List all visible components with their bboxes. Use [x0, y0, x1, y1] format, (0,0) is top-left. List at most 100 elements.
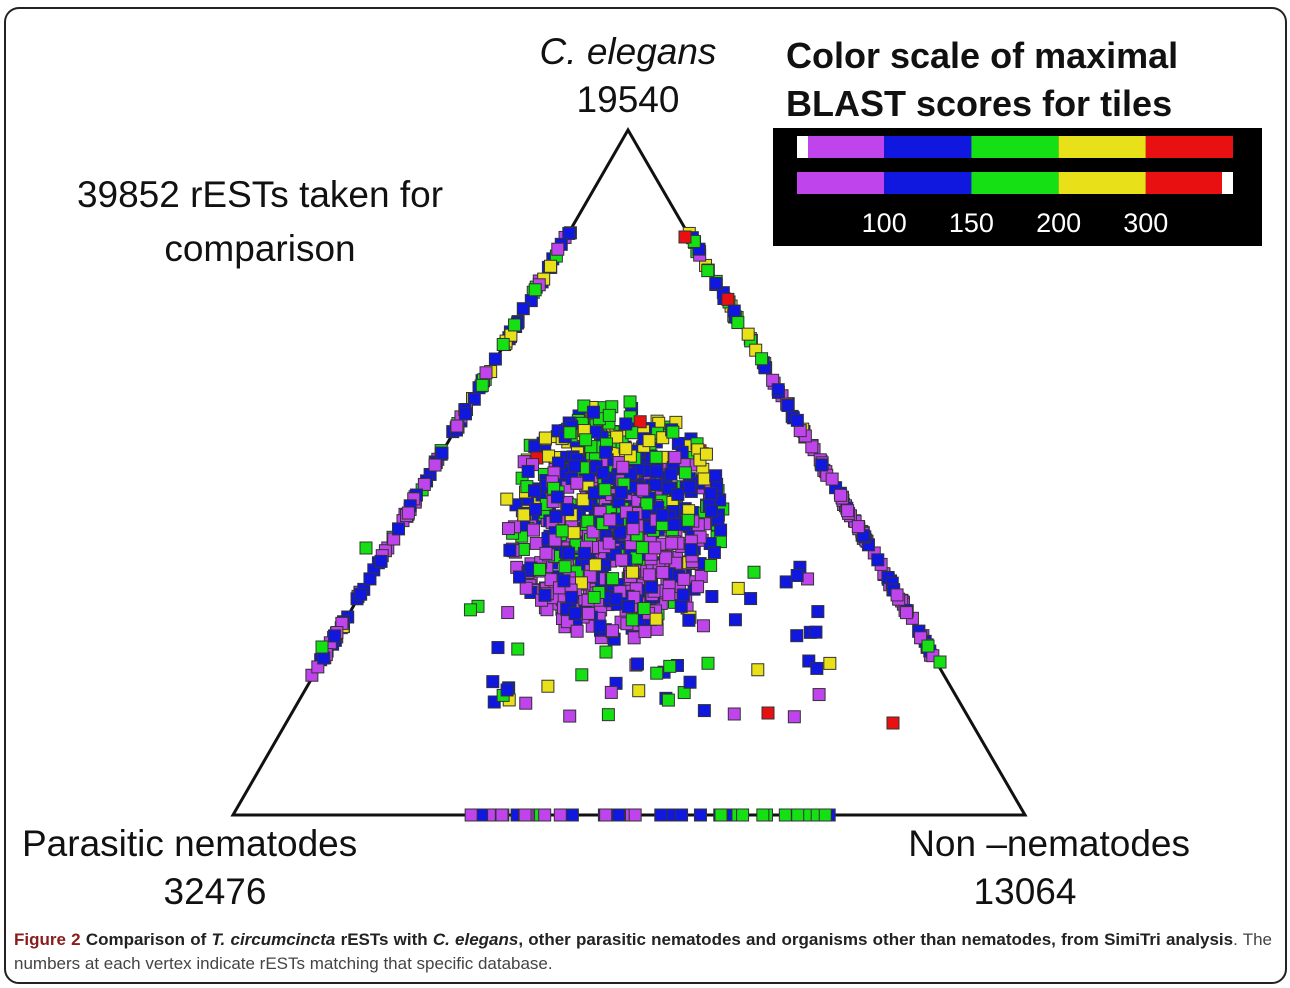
point — [693, 808, 707, 822]
point — [605, 624, 619, 638]
point — [714, 523, 728, 537]
point — [771, 383, 785, 397]
point — [579, 433, 593, 447]
point — [538, 431, 552, 445]
point — [513, 570, 527, 584]
point — [701, 264, 715, 278]
point — [541, 679, 555, 693]
point — [656, 565, 670, 579]
point — [649, 612, 663, 626]
point — [899, 606, 913, 620]
point — [812, 688, 826, 702]
point — [677, 572, 691, 586]
caption-bold: Figure 2 Comparison of T. circumcincta r… — [14, 930, 1233, 949]
point — [636, 483, 650, 497]
point — [810, 661, 824, 675]
point — [851, 520, 865, 534]
point — [736, 808, 750, 822]
point — [674, 599, 688, 613]
point — [491, 641, 505, 655]
point — [516, 302, 530, 316]
left-count: 32476 — [163, 871, 267, 912]
point — [435, 446, 449, 460]
point — [790, 629, 804, 643]
point — [500, 492, 514, 506]
point — [588, 558, 602, 572]
point — [818, 808, 832, 822]
point — [691, 580, 705, 594]
point — [667, 517, 681, 531]
point — [500, 683, 514, 697]
point — [417, 477, 431, 491]
point — [581, 606, 595, 620]
point — [587, 590, 601, 604]
legend-swatch — [884, 172, 972, 194]
point — [511, 642, 525, 656]
point — [528, 283, 542, 297]
legend-bars: 100 150 200 300 — [797, 136, 1233, 238]
point — [565, 808, 579, 822]
point — [655, 508, 669, 522]
point — [561, 503, 575, 517]
point — [596, 465, 610, 479]
point — [503, 543, 517, 557]
point — [567, 459, 581, 473]
point — [714, 808, 728, 822]
point — [747, 565, 761, 579]
point — [627, 631, 641, 645]
point — [705, 504, 719, 518]
legend-swatch — [884, 136, 972, 158]
point — [615, 553, 629, 567]
point — [623, 395, 637, 409]
point — [704, 487, 718, 501]
legend-swatch — [971, 172, 1059, 194]
point — [517, 508, 531, 522]
point — [428, 458, 442, 472]
point — [401, 506, 415, 520]
point — [642, 568, 656, 582]
point — [668, 450, 682, 464]
point — [538, 808, 552, 822]
point — [890, 588, 904, 602]
point — [886, 716, 900, 730]
point — [871, 553, 885, 567]
point — [662, 588, 676, 602]
point — [650, 666, 664, 680]
point — [586, 525, 600, 539]
caption-label: Figure 2 — [14, 930, 81, 949]
point — [599, 808, 613, 822]
legend-title: Color scale of maximal BLAST scores for … — [786, 35, 1179, 124]
left-name: Parasitic nematodes — [22, 823, 358, 864]
point — [601, 708, 615, 722]
point — [625, 613, 639, 627]
point — [841, 504, 855, 518]
point — [921, 639, 935, 653]
point — [586, 405, 600, 419]
point — [317, 651, 331, 665]
point — [562, 226, 576, 240]
point — [649, 450, 663, 464]
point — [683, 675, 697, 689]
point — [521, 464, 535, 478]
point — [508, 318, 522, 332]
point — [834, 488, 848, 502]
point — [614, 485, 628, 499]
point — [744, 592, 758, 606]
point — [661, 693, 675, 707]
point — [755, 352, 769, 366]
point — [682, 613, 696, 627]
point — [659, 551, 673, 565]
point — [563, 426, 577, 440]
total-note: 39852 rESTs taken for comparison — [76, 174, 444, 269]
point — [602, 536, 616, 550]
point — [519, 696, 533, 710]
right-count: 13064 — [973, 871, 1077, 912]
point — [609, 592, 623, 606]
point — [815, 458, 829, 472]
legend-end — [1222, 172, 1233, 194]
point — [707, 545, 721, 559]
point — [622, 600, 636, 614]
top-name: C. elegans — [539, 31, 717, 72]
point — [778, 808, 792, 822]
